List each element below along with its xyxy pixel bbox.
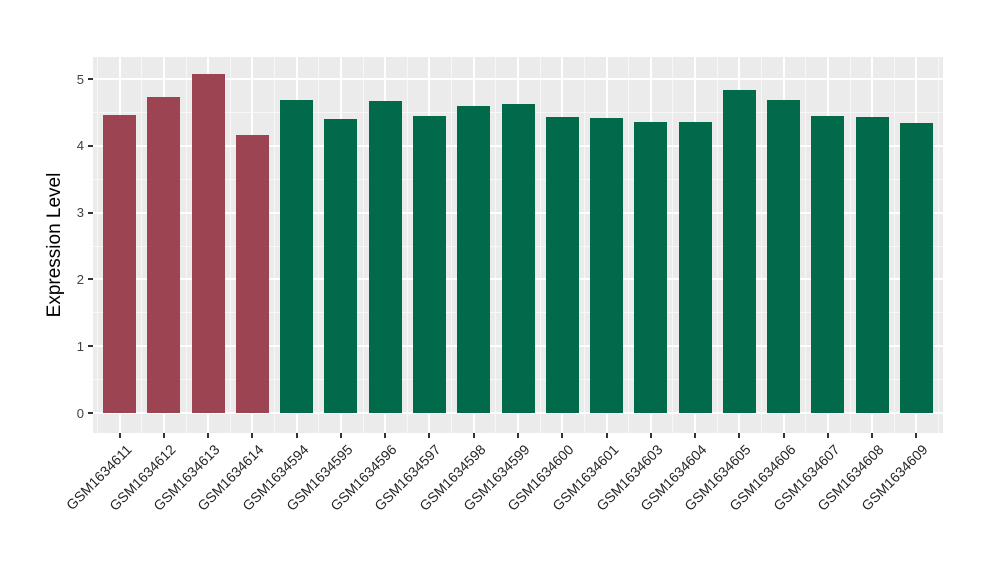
gridline-minor-v — [628, 57, 630, 433]
y-tick-label: 3 — [76, 205, 84, 221]
x-tick-mark — [162, 433, 165, 438]
x-tick-mark — [649, 433, 652, 438]
gridline-minor-v — [96, 57, 98, 433]
bar-GSM1634614 — [235, 135, 269, 413]
gridline-minor-v — [495, 57, 497, 433]
gridline-minor-v — [362, 57, 364, 433]
y-tick-label: 4 — [76, 138, 84, 154]
gridline-minor-v — [583, 57, 585, 433]
bar-GSM1634608 — [855, 117, 889, 413]
y-tick-mark — [88, 144, 93, 147]
y-axis-title: Expression Level — [44, 172, 65, 318]
x-tick-mark — [561, 433, 564, 438]
x-tick-mark — [428, 433, 431, 438]
y-tick-label: 1 — [76, 338, 84, 354]
bar-GSM1634600 — [545, 117, 579, 413]
x-tick-mark — [118, 433, 121, 438]
gridline-minor-v — [274, 57, 276, 433]
y-tick-label: 2 — [76, 271, 84, 287]
gridline-minor-v — [451, 57, 453, 433]
x-tick-mark — [871, 433, 874, 438]
bar-GSM1634598 — [457, 105, 491, 413]
bar-GSM1634612 — [147, 97, 181, 413]
bar-GSM1634607 — [811, 115, 845, 413]
x-tick-mark — [738, 433, 741, 438]
y-tick-label: 5 — [76, 71, 84, 87]
x-tick-mark — [251, 433, 254, 438]
y-tick-mark — [88, 278, 93, 281]
y-tick-mark — [88, 211, 93, 214]
gridline-minor-v — [805, 57, 807, 433]
bar-GSM1634599 — [501, 104, 535, 413]
bar-GSM1634595 — [324, 119, 358, 413]
x-tick-mark — [472, 433, 475, 438]
gridline-minor-v — [229, 57, 231, 433]
bar-GSM1634604 — [678, 121, 712, 413]
x-tick-mark — [339, 433, 342, 438]
x-tick-mark — [605, 433, 608, 438]
bar-GSM1634605 — [722, 90, 756, 413]
bar-GSM1634613 — [191, 74, 225, 413]
y-tick-mark — [88, 412, 93, 414]
x-tick-mark — [384, 433, 387, 438]
gridline-minor-v — [406, 57, 408, 433]
x-tick-mark — [915, 433, 918, 438]
gridline-minor-v — [893, 57, 895, 433]
x-tick-mark — [782, 433, 785, 438]
bar-GSM1634597 — [412, 115, 446, 413]
x-tick-mark — [295, 433, 298, 438]
bar-GSM1634601 — [590, 118, 624, 413]
y-tick-mark — [88, 345, 93, 348]
x-tick-mark — [826, 433, 829, 438]
bar-GSM1634603 — [634, 121, 668, 413]
gridline-minor-v — [318, 57, 320, 433]
gridline-minor-v — [761, 57, 762, 433]
gridline-minor-v — [185, 57, 187, 433]
bar-GSM1634611 — [103, 115, 137, 413]
bar-GSM1634596 — [368, 101, 402, 413]
gridline-minor-v — [141, 57, 143, 433]
gridline-minor-v — [716, 57, 718, 433]
gridline-minor-v — [672, 57, 674, 433]
bar-GSM1634609 — [899, 123, 933, 413]
bar-GSM1634594 — [280, 99, 314, 413]
gridline-minor-v — [938, 57, 940, 433]
y-tick-label: 0 — [76, 405, 84, 421]
gridline-minor-v — [539, 57, 541, 433]
x-tick-mark — [207, 433, 210, 438]
y-tick-mark — [88, 78, 93, 80]
x-tick-mark — [694, 433, 697, 438]
gridline-minor-v — [849, 57, 851, 433]
x-tick-mark — [517, 433, 520, 438]
bar-GSM1634606 — [767, 99, 801, 413]
plot-panel — [93, 57, 943, 433]
